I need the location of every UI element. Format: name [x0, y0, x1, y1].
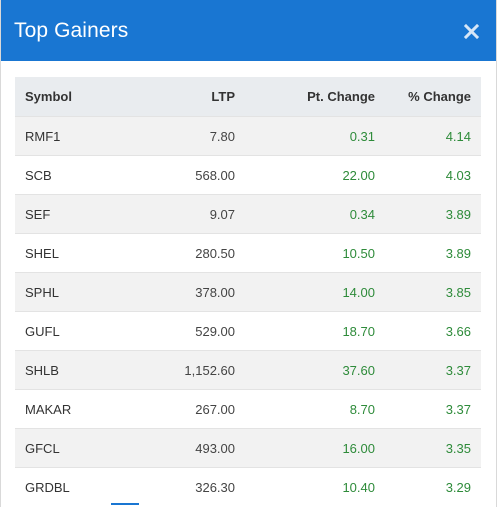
cell-ltp: 529.00	[125, 311, 245, 351]
cell-pt-change: 0.31	[245, 116, 385, 156]
cell-pt-change: 10.40	[245, 467, 385, 506]
table-header: Symbol LTP Pt. Change % Change	[15, 77, 481, 117]
cell-symbol: SHEL	[15, 233, 125, 273]
cell-symbol: SEF	[15, 194, 125, 234]
column-header-pct-change[interactable]: % Change	[385, 77, 481, 117]
modal-header: Top Gainers	[1, 0, 496, 61]
column-header-symbol[interactable]: Symbol	[15, 77, 125, 117]
cell-symbol: GFCL	[15, 428, 125, 468]
cell-ltp: 9.07	[125, 194, 245, 234]
cell-pt-change: 16.00	[245, 428, 385, 468]
scroll-indicator[interactable]	[111, 503, 139, 505]
cell-symbol: GUFL	[15, 311, 125, 351]
cell-symbol: RMF1	[15, 116, 125, 156]
table-row[interactable]: SEF 9.07 0.34 3.89	[15, 194, 481, 234]
cell-pct-change: 3.35	[385, 428, 481, 468]
table-row[interactable]: GFCL 493.00 16.00 3.35	[15, 428, 481, 468]
cell-symbol: MAKAR	[15, 389, 125, 429]
cell-pct-change: 3.29	[385, 467, 481, 506]
column-header-pt-change[interactable]: Pt. Change	[245, 77, 385, 117]
cell-ltp: 326.30	[125, 467, 245, 506]
table-row[interactable]: RMF1 7.80 0.31 4.14	[15, 116, 481, 156]
cell-pt-change: 14.00	[245, 272, 385, 312]
table-row[interactable]: MAKAR 267.00 8.70 3.37	[15, 389, 481, 429]
cell-pct-change: 3.89	[385, 233, 481, 273]
cell-ltp: 7.80	[125, 116, 245, 156]
gainers-table: Symbol LTP Pt. Change % Change RMF1 7.80 0…	[15, 77, 481, 506]
cell-ltp: 568.00	[125, 155, 245, 195]
cell-ltp: 280.50	[125, 233, 245, 273]
cell-pt-change: 8.70	[245, 389, 385, 429]
cell-ltp: 1,152.60	[125, 350, 245, 390]
cell-pt-change: 18.70	[245, 311, 385, 351]
table-body: RMF1 7.80 0.31 4.14 SCB 568.00 22.00 4.03 SEF 9.0…	[15, 116, 481, 506]
close-icon	[463, 24, 479, 39]
cell-symbol: GRDBL	[15, 467, 125, 506]
table-row[interactable]: GRDBL 326.30 10.40 3.29	[15, 467, 481, 506]
table-row[interactable]: SPHL 378.00 14.00 3.85	[15, 272, 481, 312]
table-row[interactable]: SCB 568.00 22.00 4.03	[15, 155, 481, 195]
cell-ltp: 493.00	[125, 428, 245, 468]
table-row[interactable]: GUFL 529.00 18.70 3.66	[15, 311, 481, 351]
cell-pct-change: 3.66	[385, 311, 481, 351]
modal-title: Top Gainers	[14, 18, 129, 42]
cell-symbol: SCB	[15, 155, 125, 195]
cell-pt-change: 22.00	[245, 155, 385, 195]
cell-pct-change: 4.14	[385, 116, 481, 156]
cell-pct-change: 3.85	[385, 272, 481, 312]
cell-ltp: 267.00	[125, 389, 245, 429]
cell-pt-change: 10.50	[245, 233, 385, 273]
cell-ltp: 378.00	[125, 272, 245, 312]
cell-pt-change: 0.34	[245, 194, 385, 234]
table-row[interactable]: SHLB 1,152.60 37.60 3.37	[15, 350, 481, 390]
table-row[interactable]: SHEL 280.50 10.50 3.89	[15, 233, 481, 273]
cell-pct-change: 4.03	[385, 155, 481, 195]
column-header-ltp[interactable]: LTP	[125, 77, 245, 117]
cell-pct-change: 3.89	[385, 194, 481, 234]
cell-pct-change: 3.37	[385, 389, 481, 429]
cell-pt-change: 37.60	[245, 350, 385, 390]
cell-pct-change: 3.37	[385, 350, 481, 390]
cell-symbol: SHLB	[15, 350, 125, 390]
modal-body: Symbol LTP Pt. Change % Change RMF1 7.80 0…	[1, 61, 496, 506]
close-button[interactable]	[460, 21, 482, 43]
header-row: Symbol LTP Pt. Change % Change	[15, 77, 481, 117]
cell-symbol: SPHL	[15, 272, 125, 312]
